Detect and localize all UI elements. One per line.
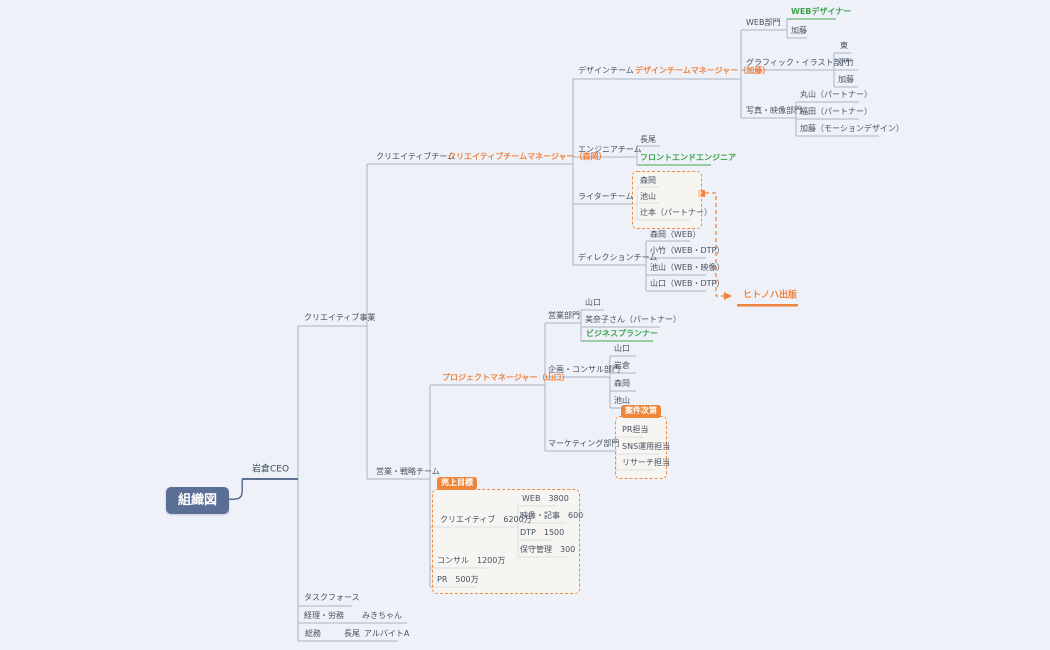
topic-target-consul[interactable]: コンサル 1200万: [437, 556, 506, 565]
topic-engineer-nagao[interactable]: 長尾: [640, 135, 656, 144]
topic-sales-yamaguchi[interactable]: 山口: [585, 298, 601, 307]
topic-graphic-kato[interactable]: 加藤: [838, 75, 854, 84]
topic-design-team[interactable]: デザインチーム: [578, 66, 634, 75]
topic-research-tantou[interactable]: リサーチ担当: [622, 458, 670, 467]
topic-target-web[interactable]: WEB 3800: [522, 494, 569, 503]
topic-soumu[interactable]: 総務: [305, 629, 321, 638]
topic-photo-fukuda[interactable]: 福田（パートナー）: [800, 107, 872, 116]
topic-writer-team[interactable]: ライターチーム: [578, 192, 634, 201]
topic-frontend-engineer[interactable]: フロントエンドエンジニア: [640, 153, 736, 162]
topic-consulting-iwakura[interactable]: 岩倉: [614, 361, 630, 370]
boundary-writer-team[interactable]: [632, 171, 702, 229]
topic-creative-team[interactable]: クリエイティブチーム: [376, 152, 456, 161]
topic-photo-kato[interactable]: 加藤（モーションデザイン）: [800, 124, 904, 133]
topic-marketing-dept[interactable]: マーケティング部門: [548, 439, 620, 448]
topic-target-eizo[interactable]: 映像・記事 600: [520, 511, 584, 520]
topic-writer-morioka[interactable]: 森岡: [640, 176, 656, 185]
topic-direction-ikeyama[interactable]: 池山（WEB・映像）: [650, 263, 725, 272]
topic-creative-division[interactable]: クリエイティブ事業: [304, 313, 376, 322]
topic-design-team-manager[interactable]: デザインチームマネージャー（加藤）: [635, 66, 771, 75]
badge-sales-target[interactable]: 売上目標: [437, 477, 477, 490]
topic-direction-kotake[interactable]: 小竹（WEB・DTP）: [650, 246, 725, 255]
topic-target-dtp[interactable]: DTP 1500: [520, 528, 565, 537]
topic-soumu-nagao[interactable]: 長尾: [344, 629, 360, 638]
topic-sales-dept[interactable]: 営業部門: [548, 311, 580, 320]
topic-creative-team-manager[interactable]: クリエイティブチームマネージャー（森岡）: [448, 152, 607, 161]
topic-graphic-higashi[interactable]: 東: [840, 41, 848, 50]
topic-graphic-kotake[interactable]: 小竹: [838, 58, 854, 67]
topic-web-dept[interactable]: WEB部門: [746, 18, 781, 27]
topic-consulting-yamaguchi[interactable]: 山口: [614, 344, 630, 353]
topic-sns-tantou[interactable]: SNS運用担当: [622, 442, 671, 451]
topic-graphic-dept[interactable]: グラフィック・イラスト部門: [746, 58, 850, 67]
topic-target-hoshu[interactable]: 保守管理 300: [520, 545, 576, 554]
topic-engineer-team[interactable]: エンジニアチーム: [578, 145, 642, 154]
topic-consulting-morioka[interactable]: 森岡: [614, 379, 630, 388]
topic-business-planner[interactable]: ビジネスプランナー: [586, 329, 658, 338]
topic-web-designer[interactable]: WEBデザイナー: [791, 7, 852, 16]
topic-hitonoha-publishing[interactable]: ヒトノハ出版: [743, 290, 798, 301]
topic-target-creative[interactable]: クリエイティブ 6200万: [440, 515, 532, 524]
topic-consulting-dept[interactable]: 企画・コンサル部門: [548, 365, 620, 374]
topic-ceo[interactable]: 岩倉CEO: [252, 464, 290, 475]
topic-arbeit-a[interactable]: アルバイトA: [364, 629, 410, 638]
topic-direction-team[interactable]: ディレクションチーム: [578, 253, 658, 262]
topic-consulting-ikeyama[interactable]: 池山: [614, 396, 630, 405]
topic-miki-chan[interactable]: みきちゃん: [362, 611, 402, 620]
topic-writer-ikeyama[interactable]: 池山: [640, 192, 656, 201]
topic-photo-dept[interactable]: 写真・映像部門: [746, 106, 802, 115]
topic-photo-maruyama[interactable]: 丸山（パートナー）: [800, 90, 872, 99]
boundary-sales-target[interactable]: [432, 489, 580, 594]
topic-web-kato[interactable]: 加藤: [791, 26, 807, 35]
topic-writer-tsujimoto[interactable]: 辻本（パートナー）: [640, 208, 712, 217]
topic-keiri-roumu[interactable]: 経理・労務: [304, 611, 344, 620]
topic-project-manager[interactable]: プロジェクトマネージャー（山口）: [442, 373, 570, 382]
root-topic[interactable]: 組織図: [166, 487, 230, 514]
boundary-case-by-case[interactable]: [615, 416, 667, 479]
topic-target-pr[interactable]: PR 500万: [437, 575, 479, 584]
topic-task-force[interactable]: タスクフォース: [304, 593, 360, 602]
topic-direction-yamaguchi[interactable]: 山口（WEB・DTP）: [650, 279, 725, 288]
topic-sales-strategy-team[interactable]: 営業・戦略チーム: [376, 467, 440, 476]
topic-sales-minako[interactable]: 美奈子さん（パートナー）: [585, 315, 681, 324]
topic-direction-morioka[interactable]: 森岡（WEB）: [650, 230, 701, 239]
badge-case-by-case[interactable]: 案件次第: [621, 405, 661, 418]
topic-pr-tantou[interactable]: PR担当: [622, 425, 649, 434]
